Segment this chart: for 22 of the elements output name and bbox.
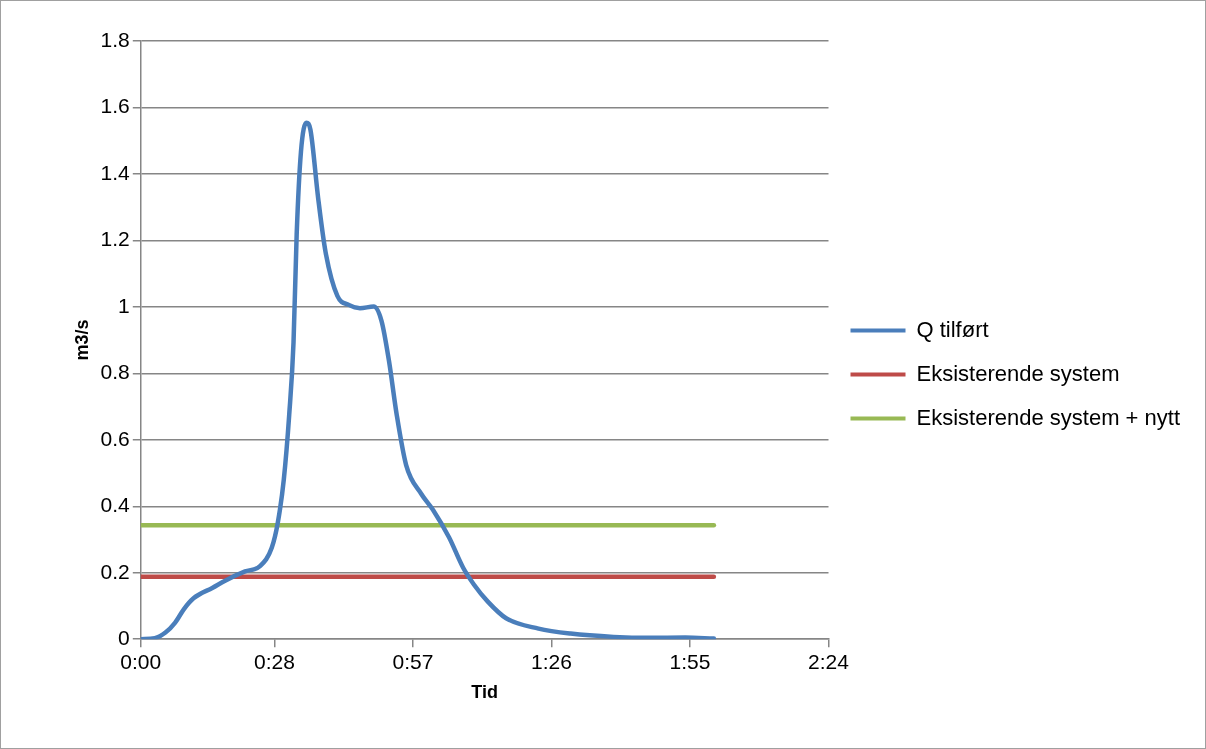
y-axis-title: m3/s [71, 319, 92, 361]
y-tick-label: 0.8 [100, 360, 130, 384]
x-tick-label: 1:26 [531, 649, 572, 673]
y-tick-label: 1.4 [100, 160, 131, 184]
x-tick-label: 0:00 [120, 649, 162, 673]
y-tick-label: 0.2 [100, 559, 130, 583]
y-tick-label: 0 [118, 626, 130, 649]
x-tick-label: 0:28 [254, 649, 295, 673]
legend-label: Eksisterende system + nytt [916, 404, 1180, 430]
y-tick-label: 0.4 [100, 493, 131, 517]
x-tick-label: 2:24 [808, 649, 850, 673]
line-series [140, 120, 717, 640]
x-tick-label: 0:57 [392, 649, 434, 673]
x-tick-label: 1:55 [669, 649, 711, 673]
legend-label: Eksisterende system [916, 360, 1120, 386]
y-tick-label: 0.6 [100, 426, 130, 450]
y-tick-label: 1.2 [100, 227, 130, 251]
y-tick-label: 1 [118, 293, 130, 317]
y-tick-label: 1.6 [100, 94, 130, 118]
x-axis-title: Tid [471, 682, 498, 703]
legend-label: Q tilført [916, 316, 989, 342]
y-tick-label: 1.8 [100, 27, 130, 51]
